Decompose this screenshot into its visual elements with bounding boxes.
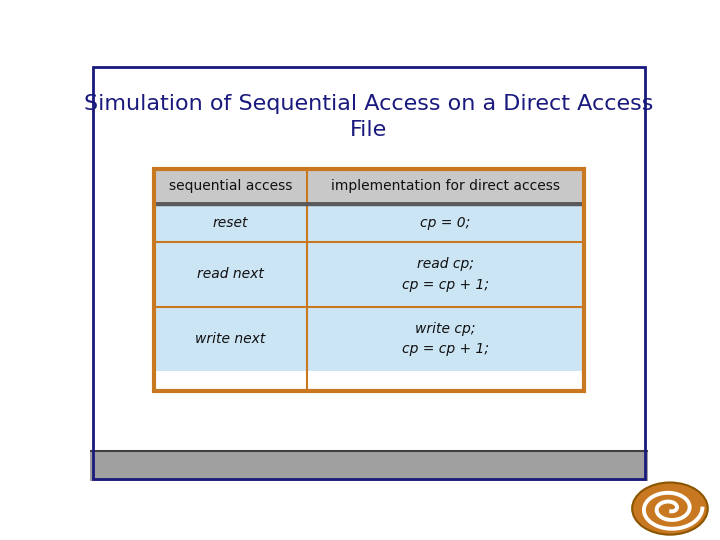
Bar [154, 307, 584, 371]
Bar [90, 451, 648, 481]
Text: read next: read next [197, 267, 264, 281]
Text: write next: write next [195, 332, 266, 346]
Text: sequential access: sequential access [168, 179, 292, 193]
Text: Page 17: Page 17 [324, 459, 380, 472]
Circle shape [632, 483, 708, 535]
Bar [154, 242, 584, 307]
Text: reset: reset [212, 215, 248, 230]
Text: Simulation of Sequential Access on a Direct Access
File: Simulation of Sequential Access on a Dir… [84, 94, 654, 139]
Bar [154, 168, 584, 203]
Text: implementation for direct access: implementation for direct access [330, 179, 559, 193]
Bar [154, 168, 584, 391]
Text: © Mark Llewellyn: © Mark Llewellyn [492, 459, 615, 472]
Text: CGS 3763: OS Concepts  (Storage Management): CGS 3763: OS Concepts (Storage Managemen… [107, 459, 445, 472]
Text: read cp;
cp = cp + 1;: read cp; cp = cp + 1; [402, 257, 489, 292]
Text: cp = 0;: cp = 0; [420, 215, 470, 230]
Text: write cp;
cp = cp + 1;: write cp; cp = cp + 1; [402, 322, 489, 356]
Bar [154, 203, 584, 242]
